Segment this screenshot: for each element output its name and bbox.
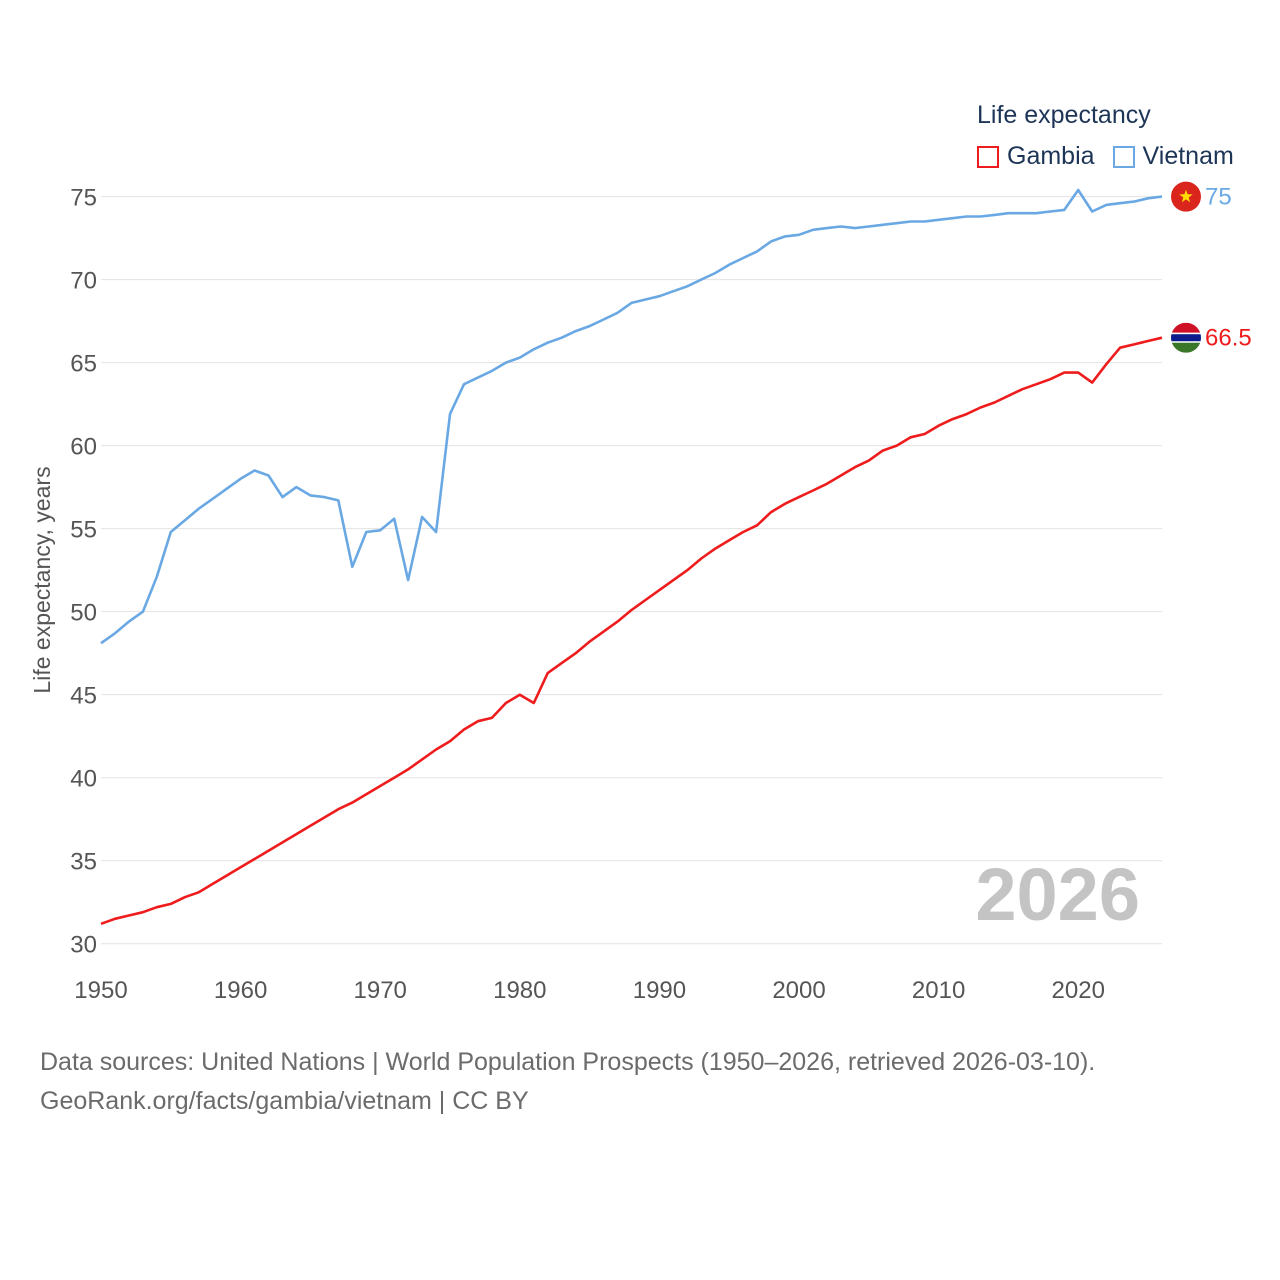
gambia-flag-stripes bbox=[1171, 322, 1201, 353]
vietnam-flag-star bbox=[1179, 189, 1193, 203]
legend-swatch-gambia bbox=[977, 145, 999, 168]
y-tick-label-30: 30 bbox=[70, 932, 97, 959]
source-note: Data sources: United Nations | World Pop… bbox=[40, 1043, 1095, 1121]
end-label-gambia: 66.5 bbox=[1205, 325, 1252, 352]
legend-label-gambia: Gambia bbox=[1007, 142, 1095, 170]
x-tick-label-1960: 1960 bbox=[214, 977, 267, 1004]
y-tick-label-45: 45 bbox=[70, 683, 97, 710]
series-line-vietnam bbox=[100, 188, 1163, 645]
y-tick-label-75: 75 bbox=[70, 185, 97, 212]
source-line-2: GeoRank.org/facts/gambia/vietnam | CC BY bbox=[40, 1087, 529, 1115]
series-group bbox=[100, 188, 1163, 926]
x-tick-label-2000: 2000 bbox=[772, 977, 825, 1004]
gridlines bbox=[101, 196, 1162, 945]
gambia-flag-green bbox=[1171, 342, 1201, 353]
legend-item-gambia[interactable]: Gambia bbox=[977, 142, 1095, 171]
y-axis-ticks: 30 35 40 45 50 55 60 65 70 75 bbox=[70, 185, 97, 959]
gambia-flag-blue bbox=[1171, 334, 1201, 342]
vietnam-flag-icon bbox=[1171, 181, 1201, 212]
end-labels: 66.5 75 bbox=[1171, 181, 1252, 353]
series-line-gambia bbox=[100, 336, 1163, 926]
legend: Gambia Vietnam bbox=[977, 142, 1252, 171]
y-tick-label-55: 55 bbox=[70, 517, 97, 544]
x-axis-ticks: 1950 1960 1970 1980 1990 2000 2010 2020 bbox=[74, 977, 1105, 1004]
y-tick-label-50: 50 bbox=[70, 600, 97, 627]
year-watermark: 2026 bbox=[975, 853, 1140, 936]
legend-title: Life expectancy bbox=[977, 101, 1151, 129]
x-tick-label-1980: 1980 bbox=[493, 977, 546, 1004]
y-tick-label-65: 65 bbox=[70, 351, 97, 378]
y-tick-label-35: 35 bbox=[70, 849, 97, 876]
x-tick-label-2010: 2010 bbox=[912, 977, 965, 1004]
y-tick-label-70: 70 bbox=[70, 268, 97, 295]
legend-label-vietnam: Vietnam bbox=[1142, 142, 1234, 170]
source-line-1: Data sources: United Nations | World Pop… bbox=[40, 1048, 1096, 1076]
y-axis-label: Life expectancy, years bbox=[29, 466, 55, 693]
end-label-vietnam: 75 bbox=[1205, 184, 1232, 211]
gambia-flag-red bbox=[1171, 322, 1201, 333]
x-tick-label-1990: 1990 bbox=[633, 977, 686, 1004]
x-tick-label-1970: 1970 bbox=[354, 977, 407, 1004]
x-tick-label-2020: 2020 bbox=[1052, 977, 1105, 1004]
y-tick-label-60: 60 bbox=[70, 434, 97, 461]
gambia-flag-icon bbox=[1171, 322, 1201, 353]
legend-item-vietnam[interactable]: Vietnam bbox=[1112, 142, 1234, 171]
legend-swatch-vietnam bbox=[1112, 145, 1135, 168]
y-tick-label-40: 40 bbox=[70, 766, 97, 793]
x-tick-label-1950: 1950 bbox=[74, 977, 127, 1004]
